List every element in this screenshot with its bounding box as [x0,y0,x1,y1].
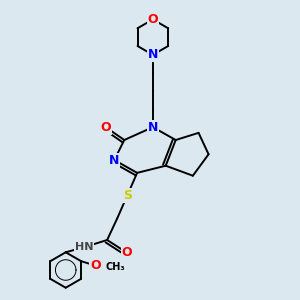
Text: O: O [100,121,111,134]
Text: N: N [109,154,119,166]
Text: O: O [90,259,101,272]
Text: N: N [148,48,158,62]
Text: O: O [148,13,158,26]
Text: S: S [123,189,132,202]
Text: N: N [148,121,158,134]
Text: CH₃: CH₃ [106,262,125,272]
Text: O: O [122,246,133,260]
Text: HN: HN [75,242,94,252]
